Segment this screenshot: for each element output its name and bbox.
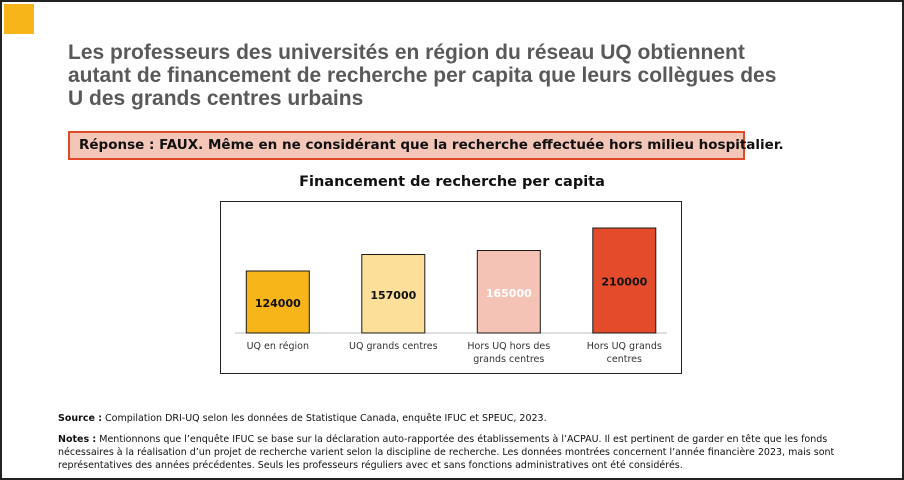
category-tick-label: grands centres xyxy=(473,354,544,365)
answer-box: Réponse : FAUX. Même en ne considérant q… xyxy=(68,131,784,160)
category-tick-label: UQ grands centres xyxy=(349,341,438,352)
chart-title: Financement de recherche per capita xyxy=(299,174,605,190)
bar xyxy=(476,250,541,334)
bar xyxy=(361,254,426,334)
notes-label: Notes : xyxy=(58,434,97,445)
bar-value-label: 165000 xyxy=(486,287,532,300)
bar-value-label: 210000 xyxy=(601,276,647,289)
headline-line: autant de financement de recherche per c… xyxy=(68,64,777,87)
source-text: Compilation DRI-UQ selon les données de … xyxy=(102,413,547,424)
notes: Notes : Mentionnons que l’enquête IFUC s… xyxy=(58,433,878,472)
accent-square xyxy=(4,4,34,34)
category-tick-label: Hors UQ hors des xyxy=(467,341,550,352)
headline-line: Les professeurs des universités en régio… xyxy=(68,41,745,64)
bar-value-label: 124000 xyxy=(255,297,301,310)
bar-value-label: 157000 xyxy=(370,289,416,302)
category-tick-label: Hors UQ grands xyxy=(587,341,662,352)
notes-line: représentatives des années précédentes. … xyxy=(58,460,683,471)
bar-chart: 124000 UQ en région 157000 UQ grands centre… xyxy=(235,227,667,365)
slide-headline: Les professeurs des universités en régio… xyxy=(68,41,868,110)
source-label: Source : xyxy=(58,413,102,424)
category-tick-label: centres xyxy=(607,354,642,365)
notes-line: nécessaires à la réalisation d’un projet… xyxy=(58,447,835,458)
bar xyxy=(592,227,657,334)
notes-line: Mentionnons que l’enquête IFUC se base s… xyxy=(96,434,828,445)
headline-line: U des grands centres urbains xyxy=(68,87,364,110)
category-tick-label: UQ en région xyxy=(247,341,309,352)
source-note: Source : Compilation DRI-UQ selon les do… xyxy=(58,412,878,425)
bar xyxy=(245,270,310,334)
